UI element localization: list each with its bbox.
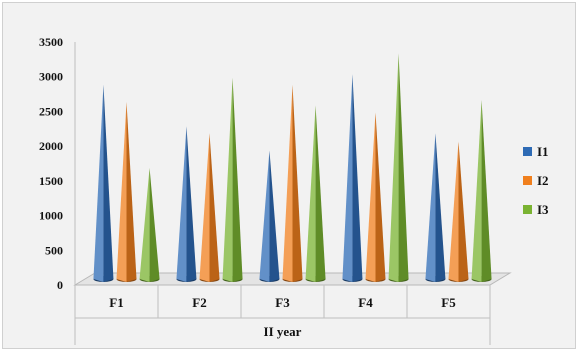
cone-light-face xyxy=(448,141,459,282)
cone-I3-F5 xyxy=(471,99,492,282)
cone-light-face xyxy=(425,133,436,282)
cone-light-face xyxy=(222,77,233,283)
legend-label: I2 xyxy=(537,173,549,188)
cone-I2-F1 xyxy=(116,101,137,282)
cone-light-face xyxy=(116,101,127,282)
cone-light-face xyxy=(176,126,187,282)
cone-light-face xyxy=(139,167,150,282)
cone-dark-face xyxy=(352,74,363,282)
legend: I1 I2 I3 xyxy=(523,144,549,217)
x-category-label: F4 xyxy=(358,295,373,310)
cone-light-face xyxy=(471,99,482,282)
cone-I1-F4 xyxy=(342,74,363,282)
x-category-label: F1 xyxy=(109,295,123,310)
cone-I3-F4 xyxy=(388,53,409,282)
y-tick-label: 1000 xyxy=(39,209,63,223)
cone-I2-F2 xyxy=(199,133,220,282)
cone-dark-face xyxy=(232,77,243,283)
cone-dark-face xyxy=(186,126,197,282)
cone-I2-F3 xyxy=(282,84,303,282)
cone-dark-face xyxy=(103,84,114,282)
cone-I1-F5 xyxy=(425,133,446,282)
cone-I3-F1 xyxy=(139,167,160,282)
cone-dark-face xyxy=(269,150,280,282)
cone-dark-face xyxy=(209,133,220,282)
legend-swatch-I2 xyxy=(523,176,532,185)
x-axis: F1 F2 F3 F4 F5 II year xyxy=(74,285,491,345)
y-tick-label: 1500 xyxy=(39,174,63,188)
legend-label: I3 xyxy=(537,202,549,217)
cone-series xyxy=(93,53,492,283)
legend-swatch-I3 xyxy=(523,205,532,214)
cone-dark-face xyxy=(458,141,469,282)
cone-I1-F2 xyxy=(176,126,197,282)
x-category-label: F5 xyxy=(441,295,456,310)
cone-I3-F2 xyxy=(222,77,243,283)
cone-light-face xyxy=(93,84,104,282)
cone-light-face xyxy=(342,74,353,282)
y-tick-label: 3000 xyxy=(39,70,63,84)
legend-swatch-I1 xyxy=(523,147,532,156)
y-tick-label: 500 xyxy=(45,243,63,257)
cone-I1-F1 xyxy=(93,84,114,282)
cone-light-face xyxy=(282,84,293,282)
y-tick-label: 3500 xyxy=(39,35,63,49)
cone-dark-face xyxy=(126,101,137,282)
cone-dark-face xyxy=(292,84,303,282)
cone-light-face xyxy=(259,150,270,282)
cone-dark-face xyxy=(375,112,386,282)
cone-dark-face xyxy=(481,99,492,282)
y-tick-label: 2000 xyxy=(39,139,63,153)
cone-I2-F4 xyxy=(365,112,386,282)
x-axis-title: II year xyxy=(264,324,302,339)
cone-I2-F5 xyxy=(448,141,469,282)
cone-dark-face xyxy=(435,133,446,282)
legend-label: I1 xyxy=(537,144,549,159)
x-category-label: F2 xyxy=(192,295,206,310)
cone-I3-F3 xyxy=(305,105,326,282)
cone-I1-F3 xyxy=(259,150,280,282)
y-tick-label: 0 xyxy=(57,278,63,292)
cone-dark-face xyxy=(398,53,409,282)
cone-light-face xyxy=(199,133,210,282)
cone-light-face xyxy=(305,105,316,282)
cone-light-face xyxy=(365,112,376,282)
x-category-label: F3 xyxy=(275,295,290,310)
y-tick-label: 2500 xyxy=(39,104,63,118)
cone-dark-face xyxy=(149,167,160,282)
cone-light-face xyxy=(388,53,399,282)
cone-dark-face xyxy=(315,105,326,282)
y-axis: 0 500 1000 1500 2000 2500 3000 3500 xyxy=(39,35,76,292)
